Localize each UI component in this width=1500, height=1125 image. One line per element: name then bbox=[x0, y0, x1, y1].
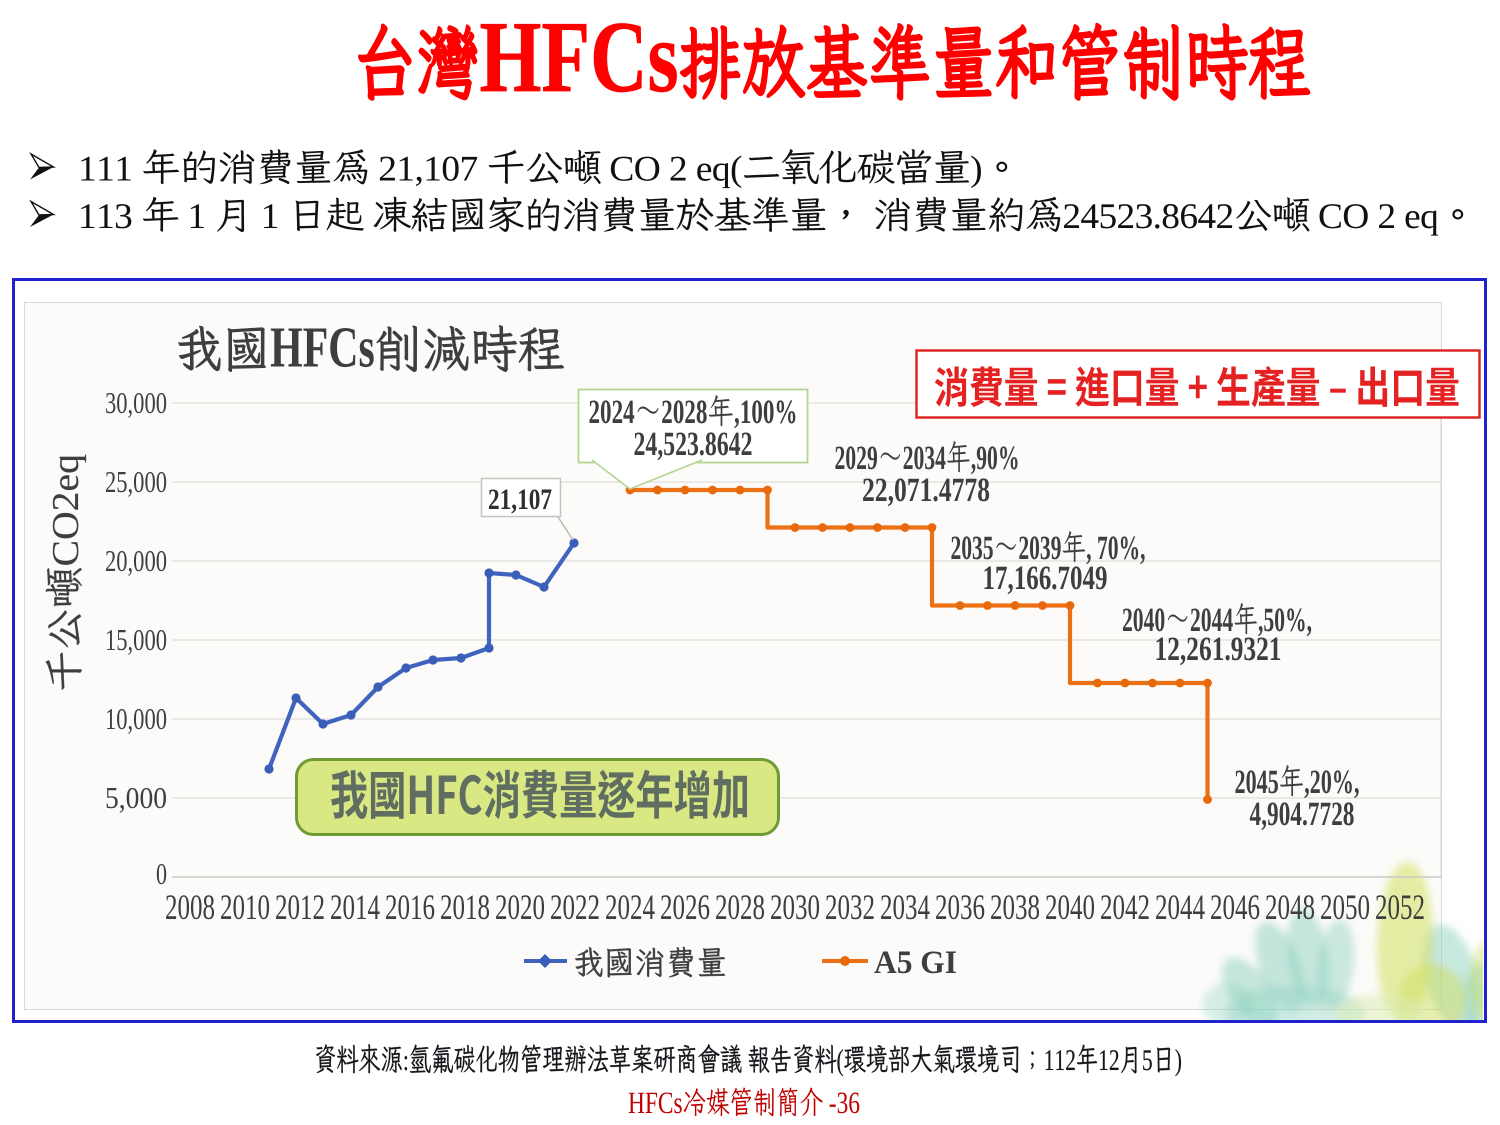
svg-text:2046: 2046 bbox=[1210, 887, 1260, 927]
svg-text:2022: 2022 bbox=[550, 887, 600, 927]
svg-text:21,107: 21,107 bbox=[488, 483, 552, 516]
svg-text:30,000: 30,000 bbox=[105, 385, 167, 420]
svg-text:2010: 2010 bbox=[220, 887, 270, 927]
svg-text:2040: 2040 bbox=[1045, 887, 1095, 927]
svg-text:2020: 2020 bbox=[495, 887, 545, 927]
svg-text:2042: 2042 bbox=[1100, 887, 1150, 927]
svg-text:15,000: 15,000 bbox=[105, 622, 167, 657]
svg-text:25,000: 25,000 bbox=[105, 464, 167, 499]
svg-text:2014: 2014 bbox=[330, 887, 380, 927]
svg-text:2024: 2024 bbox=[605, 887, 655, 927]
svg-text:10,000: 10,000 bbox=[105, 701, 167, 736]
svg-text:2016: 2016 bbox=[385, 887, 435, 927]
svg-text:2048: 2048 bbox=[1265, 887, 1315, 927]
svg-text:2044: 2044 bbox=[1155, 887, 1205, 927]
svg-text:20,000: 20,000 bbox=[105, 543, 167, 578]
svg-text:2034: 2034 bbox=[880, 887, 930, 927]
svg-text:2038: 2038 bbox=[990, 887, 1040, 927]
svg-text:0: 0 bbox=[156, 856, 167, 891]
svg-text:2036: 2036 bbox=[935, 887, 985, 927]
svg-text:2050: 2050 bbox=[1320, 887, 1370, 927]
svg-text:2030: 2030 bbox=[770, 887, 820, 927]
svg-text:2028: 2028 bbox=[715, 887, 765, 927]
svg-text:2018: 2018 bbox=[440, 887, 490, 927]
svg-text:2012: 2012 bbox=[275, 887, 325, 927]
svg-text:2052: 2052 bbox=[1375, 887, 1425, 927]
svg-text:A5 GI: A5 GI bbox=[874, 945, 957, 981]
svg-text:2008: 2008 bbox=[165, 887, 215, 927]
svg-text:2026: 2026 bbox=[660, 887, 710, 927]
svg-text:5,000: 5,000 bbox=[105, 780, 167, 815]
svg-text:2032: 2032 bbox=[825, 887, 875, 927]
